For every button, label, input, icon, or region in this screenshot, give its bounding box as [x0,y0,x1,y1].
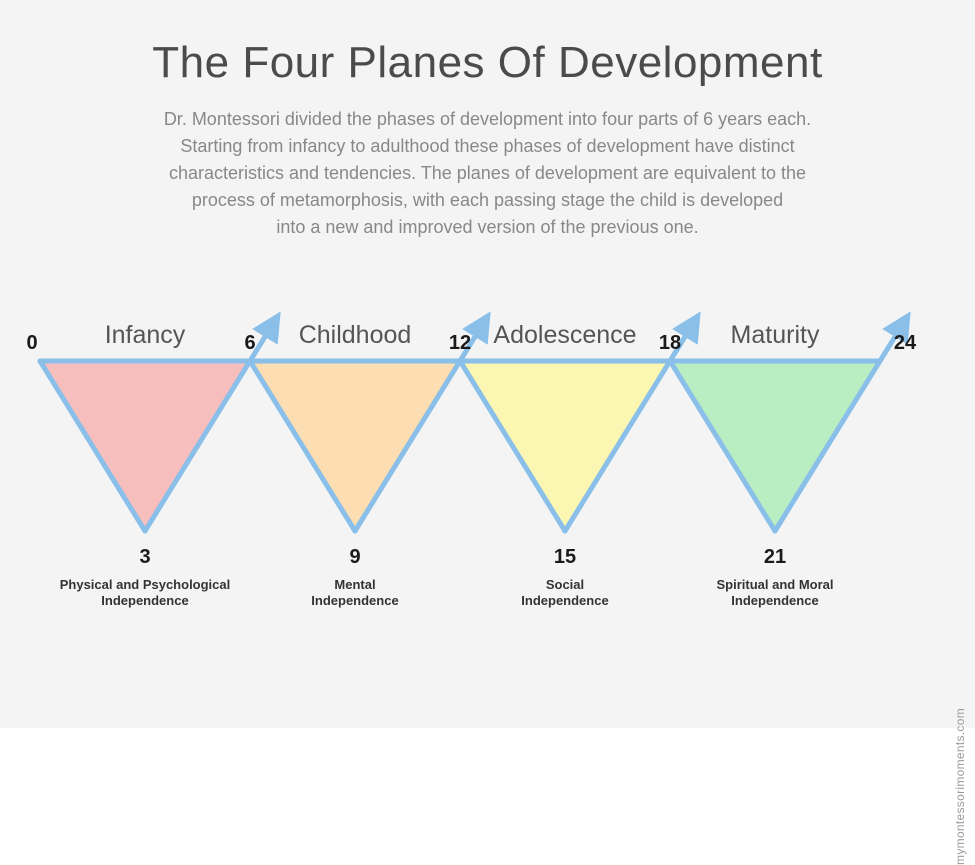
caption-3-1: Independence [731,593,818,608]
stage-label-adolescence: Adolescence [493,321,636,349]
age-marker-6: 6 [244,332,255,354]
stage-label-maturity: Maturity [731,321,820,349]
description: Dr. Montessori divided the phases of dev… [98,106,878,241]
caption-2-1: Independence [521,593,608,608]
stage-label-infancy: Infancy [105,321,186,349]
mid-age-3: 3 [139,546,150,568]
page: The Four Planes Of Development Dr. Monte… [0,0,975,728]
mid-age-21: 21 [764,546,786,568]
age-marker-12: 12 [449,332,471,354]
caption-3-0: Spiritual and Moral [716,577,833,592]
planes-diagram: Infancy Childhood Adolescence Maturity 0 6 12 1… [0,296,975,656]
page-title: The Four Planes Of Development [0,38,975,88]
caption-0-0: Physical and Psychological [60,577,231,592]
triangle-infancy [40,361,250,531]
planes-svg: Infancy Childhood Adolescence Maturity 0 6 12 1… [0,296,975,656]
triangle-adolescence [460,361,670,531]
age-marker-24: 24 [894,332,917,354]
caption-2-0: Social [546,577,584,592]
caption-1-1: Independence [311,593,398,608]
caption-1-0: Mental [334,577,375,592]
mid-age-15: 15 [554,546,576,568]
stage-label-childhood: Childhood [299,321,412,349]
watermark: mymontessorimoments.com [953,708,967,865]
age-marker-18: 18 [659,332,681,354]
age-marker-0: 0 [26,332,37,354]
triangle-childhood [250,361,460,531]
triangle-maturity [670,361,880,531]
caption-0-1: Independence [101,593,188,608]
mid-age-9: 9 [349,546,360,568]
